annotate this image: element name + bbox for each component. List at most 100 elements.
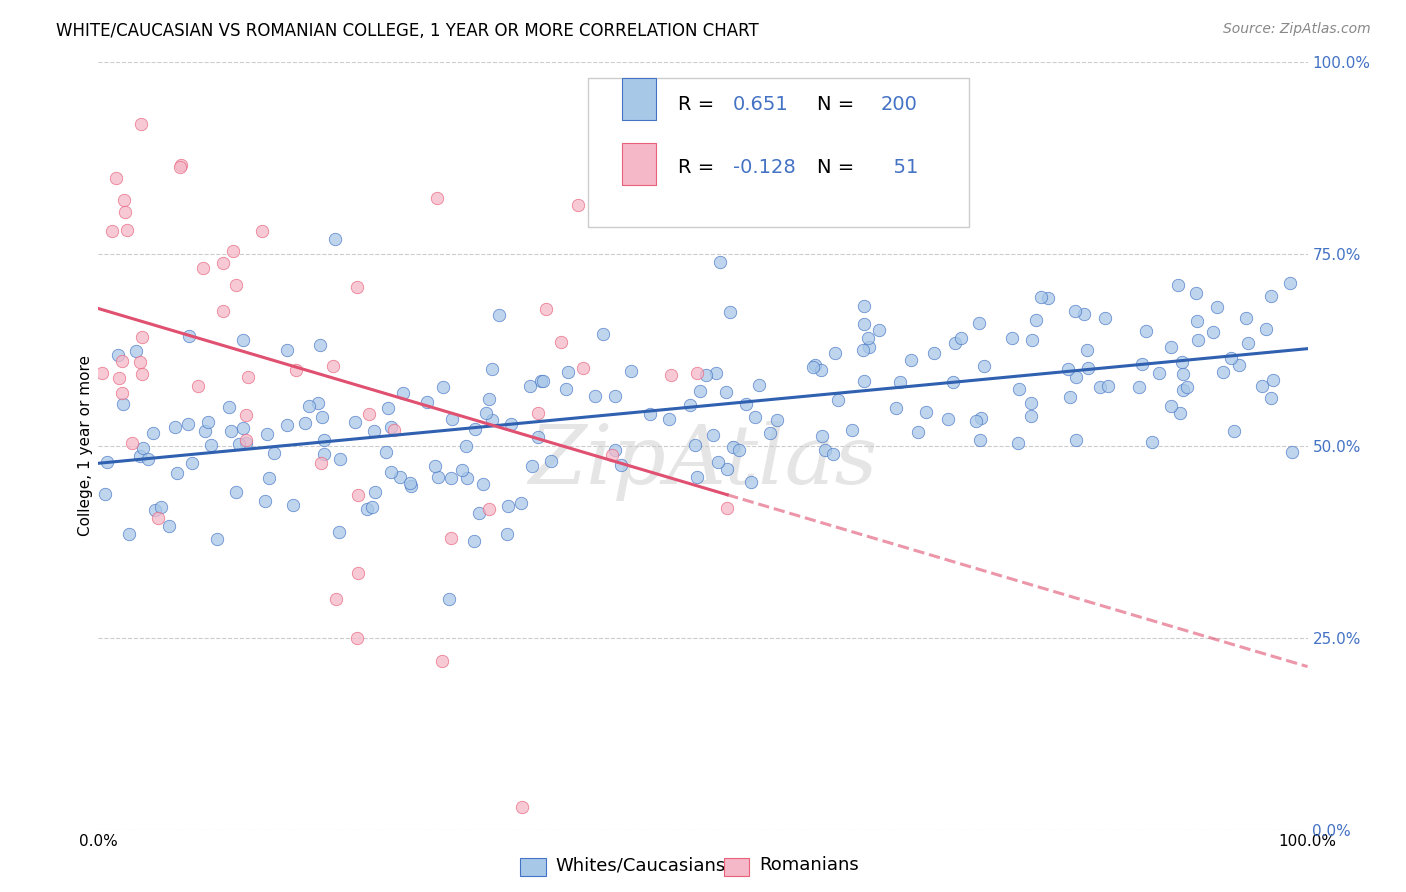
Point xyxy=(583,389,606,403)
Point xyxy=(1031,290,1053,304)
Point xyxy=(180,456,202,470)
Point xyxy=(329,452,352,467)
Point xyxy=(222,244,245,259)
Point xyxy=(131,329,153,343)
Point xyxy=(363,424,385,438)
Text: ZipAtlas: ZipAtlas xyxy=(529,421,877,501)
Point xyxy=(250,224,273,238)
Point xyxy=(907,425,929,440)
Point xyxy=(1064,433,1087,447)
Point xyxy=(914,404,936,418)
Point xyxy=(499,417,522,432)
Point xyxy=(235,409,257,423)
Point xyxy=(194,424,217,438)
Point xyxy=(464,422,486,436)
Point xyxy=(714,385,737,400)
Point xyxy=(235,433,257,447)
Point xyxy=(481,413,503,427)
FancyBboxPatch shape xyxy=(621,143,655,186)
Point xyxy=(361,500,384,515)
Point xyxy=(519,379,541,393)
Text: 51: 51 xyxy=(880,158,918,178)
Point xyxy=(709,254,731,268)
Point xyxy=(96,455,118,469)
Point xyxy=(104,170,127,185)
Point xyxy=(401,479,423,493)
Point xyxy=(965,414,987,428)
Point xyxy=(803,358,825,372)
Point xyxy=(1173,383,1195,397)
Point xyxy=(685,438,707,452)
Point xyxy=(1173,367,1195,381)
Text: N =: N = xyxy=(817,158,860,178)
Point xyxy=(187,378,209,392)
Point xyxy=(256,427,278,442)
Point xyxy=(620,364,643,378)
Point xyxy=(439,471,461,485)
Y-axis label: College, 1 year or more: College, 1 year or more xyxy=(77,356,93,536)
Point xyxy=(814,442,837,457)
Point xyxy=(312,447,335,461)
Point xyxy=(346,631,368,645)
Point xyxy=(257,471,280,485)
Point xyxy=(1202,325,1225,339)
Point xyxy=(557,365,579,379)
Point xyxy=(374,445,396,459)
Point xyxy=(380,465,402,479)
Point xyxy=(498,500,520,514)
Point xyxy=(232,420,254,434)
Point xyxy=(478,392,501,406)
Point xyxy=(136,452,159,467)
Point xyxy=(686,470,709,484)
Point xyxy=(1263,373,1285,387)
Point xyxy=(169,160,191,174)
Point xyxy=(440,531,463,545)
Point xyxy=(146,510,169,524)
Point xyxy=(758,426,780,441)
Point xyxy=(510,799,533,814)
Point xyxy=(309,456,332,470)
Point xyxy=(177,417,200,431)
Point xyxy=(382,423,405,437)
Point xyxy=(1021,334,1043,348)
Point xyxy=(467,506,489,520)
Point xyxy=(218,400,240,414)
Point xyxy=(1025,313,1047,327)
Point xyxy=(967,317,990,331)
Text: N =: N = xyxy=(817,95,860,113)
Point xyxy=(1279,276,1302,290)
Point xyxy=(1149,366,1171,380)
Point xyxy=(101,224,124,238)
Point xyxy=(311,409,333,424)
Point xyxy=(748,377,770,392)
Point xyxy=(1063,303,1085,318)
Point xyxy=(112,193,135,207)
Point xyxy=(856,331,879,345)
Point xyxy=(1064,369,1087,384)
Point xyxy=(276,343,298,358)
Point xyxy=(1160,399,1182,413)
Point xyxy=(889,375,911,389)
Point xyxy=(131,367,153,381)
Point xyxy=(744,410,766,425)
Point xyxy=(600,448,623,462)
Point xyxy=(197,415,219,429)
Point xyxy=(1008,382,1031,396)
Point xyxy=(886,401,908,415)
FancyBboxPatch shape xyxy=(588,78,969,227)
Text: 200: 200 xyxy=(880,95,918,113)
Point xyxy=(555,382,578,396)
Point xyxy=(509,496,531,510)
Point xyxy=(720,305,742,319)
Point xyxy=(1171,355,1194,369)
Point xyxy=(377,401,399,415)
Point xyxy=(922,346,945,360)
Point xyxy=(1167,278,1189,293)
Point xyxy=(356,502,378,516)
Point xyxy=(346,280,368,294)
Point xyxy=(969,410,991,425)
Point xyxy=(112,397,135,411)
Text: WHITE/CAUCASIAN VS ROMANIAN COLLEGE, 1 YEAR OR MORE CORRELATION CHART: WHITE/CAUCASIAN VS ROMANIAN COLLEGE, 1 Y… xyxy=(56,22,759,40)
Point xyxy=(550,335,572,350)
Point xyxy=(1019,396,1042,410)
